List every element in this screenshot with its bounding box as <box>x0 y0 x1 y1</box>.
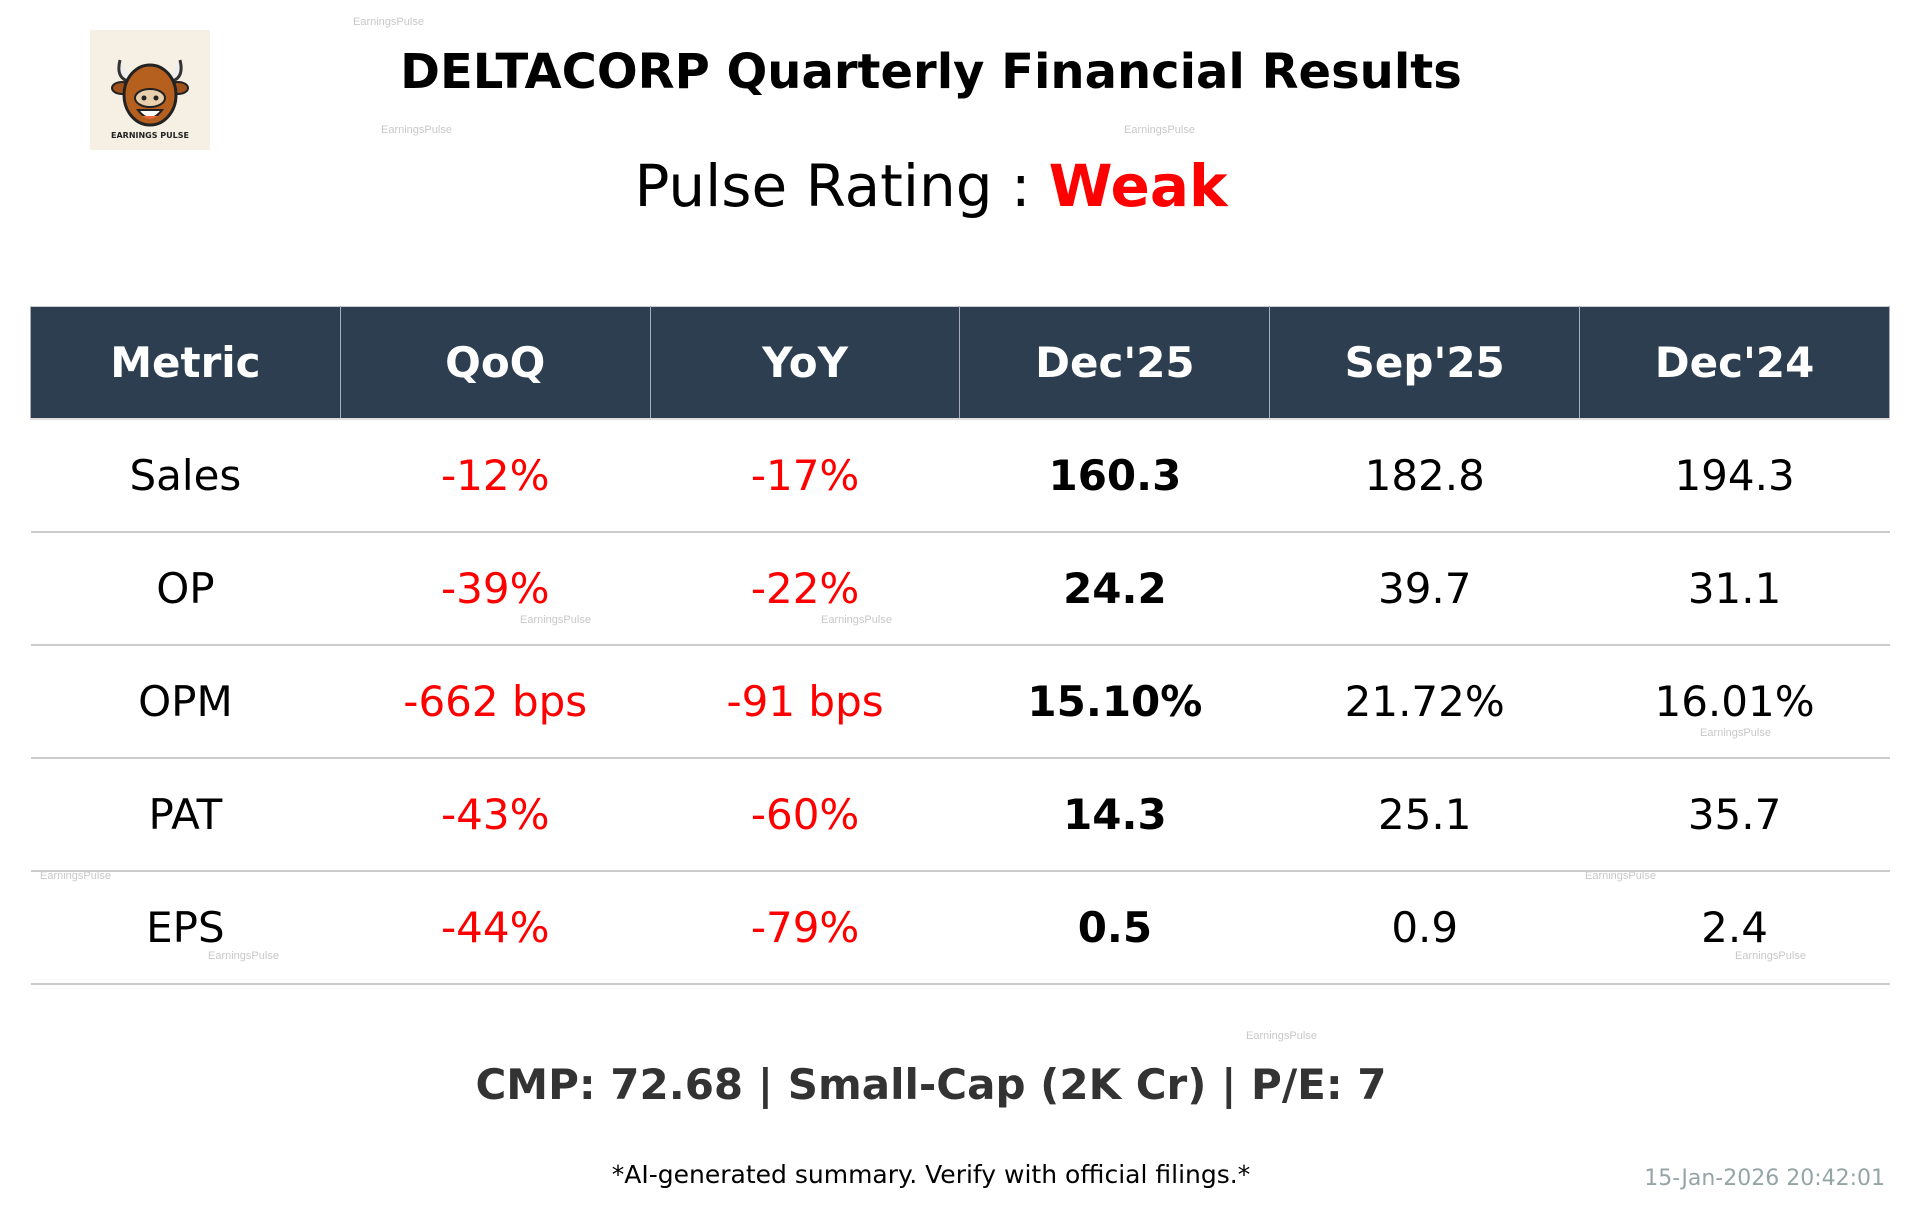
cell-metric: PAT <box>30 758 341 872</box>
pulse-rating: Pulse Rating : Weak <box>0 152 1862 220</box>
cell-dec24: 31.1 <box>1579 532 1890 646</box>
bull-icon <box>111 59 189 127</box>
watermark: EarningsPulse <box>1246 1030 1317 1042</box>
cell-sep25: 21.72% <box>1269 645 1580 759</box>
cell-dec24: 194.3 <box>1579 419 1890 533</box>
watermark: EarningsPulse <box>353 16 424 28</box>
cell-qoq: -662 bps <box>340 645 651 759</box>
pulse-rating-value: Weak <box>1048 152 1228 220</box>
market-summary: CMP: 72.68 | Small-Cap (2K Cr) | P/E: 7 <box>475 1060 1387 1109</box>
cell-sep25: 25.1 <box>1269 758 1580 872</box>
cell-sep25: 39.7 <box>1269 532 1580 646</box>
cell-dec25: 15.10% <box>959 645 1270 759</box>
table-row: PAT -43% -60% 14.3 25.1 35.7 <box>30 758 1890 872</box>
cell-qoq: -12% <box>340 419 651 533</box>
pulse-rating-label: Pulse Rating : <box>634 152 1031 220</box>
cell-qoq: -43% <box>340 758 651 872</box>
cell-sep25: 182.8 <box>1269 419 1580 533</box>
cell-dec25: 14.3 <box>959 758 1270 872</box>
cell-dec24: 35.7 <box>1579 758 1890 872</box>
cell-metric: Sales <box>30 419 341 533</box>
header-metric: Metric <box>30 306 341 420</box>
results-table: Metric QoQ YoY Dec'25 Sep'25 Dec'24 Sale… <box>30 306 1890 985</box>
cell-dec24: 16.01% <box>1579 645 1890 759</box>
cell-yoy: -79% <box>650 871 960 985</box>
cell-dec25: 24.2 <box>959 532 1270 646</box>
cell-metric: EPS <box>30 871 341 985</box>
cell-yoy: -22% <box>650 532 960 646</box>
cell-yoy: -91 bps <box>650 645 960 759</box>
cell-dec25: 0.5 <box>959 871 1270 985</box>
page-title: DELTACORP Quarterly Financial Results <box>400 44 1462 100</box>
header-yoy: YoY <box>649 306 961 420</box>
disclaimer: *AI-generated summary. Verify with offic… <box>611 1160 1251 1189</box>
cell-yoy: -17% <box>650 419 960 533</box>
cell-yoy: -60% <box>650 758 960 872</box>
cell-metric: OP <box>30 532 341 646</box>
cell-sep25: 0.9 <box>1269 871 1580 985</box>
header-qoq: QoQ <box>339 306 651 420</box>
table-header-row: Metric QoQ YoY Dec'25 Sep'25 Dec'24 <box>30 306 1890 420</box>
table-row: Sales -12% -17% 160.3 182.8 194.3 <box>30 419 1890 533</box>
cell-qoq: -39% <box>340 532 651 646</box>
timestamp: 15-Jan-2026 20:42:01 <box>1644 1166 1885 1191</box>
earnings-pulse-logo: EARNINGS PULSE <box>90 30 210 150</box>
header-sep25: Sep'25 <box>1269 306 1581 420</box>
cell-dec25: 160.3 <box>959 419 1270 533</box>
watermark: EarningsPulse <box>381 124 452 136</box>
cell-qoq: -44% <box>340 871 651 985</box>
table-row: OP -39% -22% 24.2 39.7 31.1 <box>30 532 1890 646</box>
cell-metric: OPM <box>30 645 341 759</box>
header-dec24: Dec'24 <box>1579 306 1890 420</box>
header-dec25: Dec'25 <box>959 306 1271 420</box>
table-row: EPS -44% -79% 0.5 0.9 2.4 <box>30 871 1890 985</box>
table-row: OPM -662 bps -91 bps 15.10% 21.72% 16.01% <box>30 645 1890 759</box>
watermark: EarningsPulse <box>1124 124 1195 136</box>
cell-dec24: 2.4 <box>1579 871 1890 985</box>
